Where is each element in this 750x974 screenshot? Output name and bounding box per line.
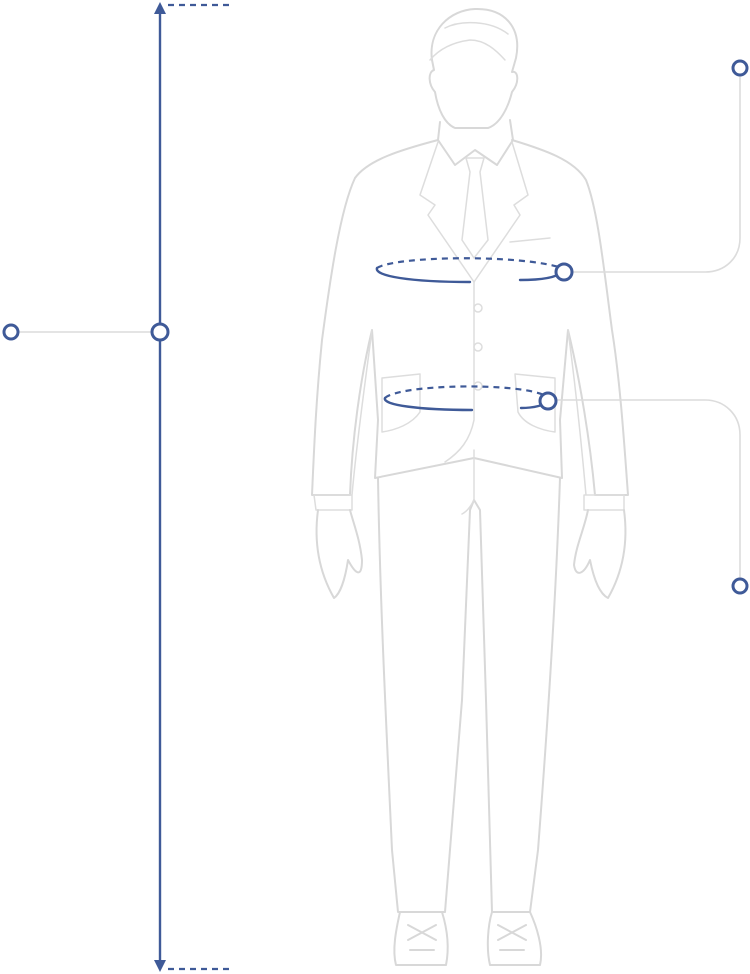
chest-marker[interactable] [554, 262, 574, 282]
left-sleeve [313, 329, 373, 511]
left-lapel [419, 141, 475, 283]
chest-loop-back [376, 257, 563, 270]
hair-outline [429, 21, 509, 61]
jacket-button-2 [473, 342, 483, 352]
right-hand [573, 509, 627, 599]
waist-loop-front-left [383, 396, 474, 412]
left-shoe [393, 911, 449, 966]
waist-marker[interactable] [538, 391, 558, 411]
height-marker[interactable] [2, 323, 20, 341]
right-pocket-flap [514, 373, 556, 433]
chest-leader [572, 76, 741, 273]
jacket-front-edge [444, 281, 475, 463]
height-measurement [2, 2, 232, 972]
left-hand [315, 509, 363, 599]
jacket-button-1 [473, 303, 483, 313]
chest-measurement [375, 59, 749, 284]
tie-outline [461, 157, 489, 259]
height-line-marker[interactable] [150, 322, 170, 342]
waist-measurement [383, 385, 749, 595]
height-top-arrow [154, 2, 166, 14]
height-bottom-arrow [154, 960, 166, 972]
breast-pocket [509, 237, 551, 243]
waist-leader-end[interactable] [731, 577, 749, 595]
waist-loop-back [384, 385, 547, 399]
chest-leader-end[interactable] [731, 59, 749, 77]
trousers-outline [377, 477, 561, 913]
waist-leader [556, 399, 741, 578]
suit-figure [311, 7, 629, 966]
chest-loop-front-left [375, 266, 472, 284]
trouser-fly [461, 449, 475, 515]
left-pocket-flap [381, 373, 421, 433]
head-outline [428, 7, 519, 129]
right-shoe [486, 911, 542, 966]
right-lapel [473, 141, 529, 283]
